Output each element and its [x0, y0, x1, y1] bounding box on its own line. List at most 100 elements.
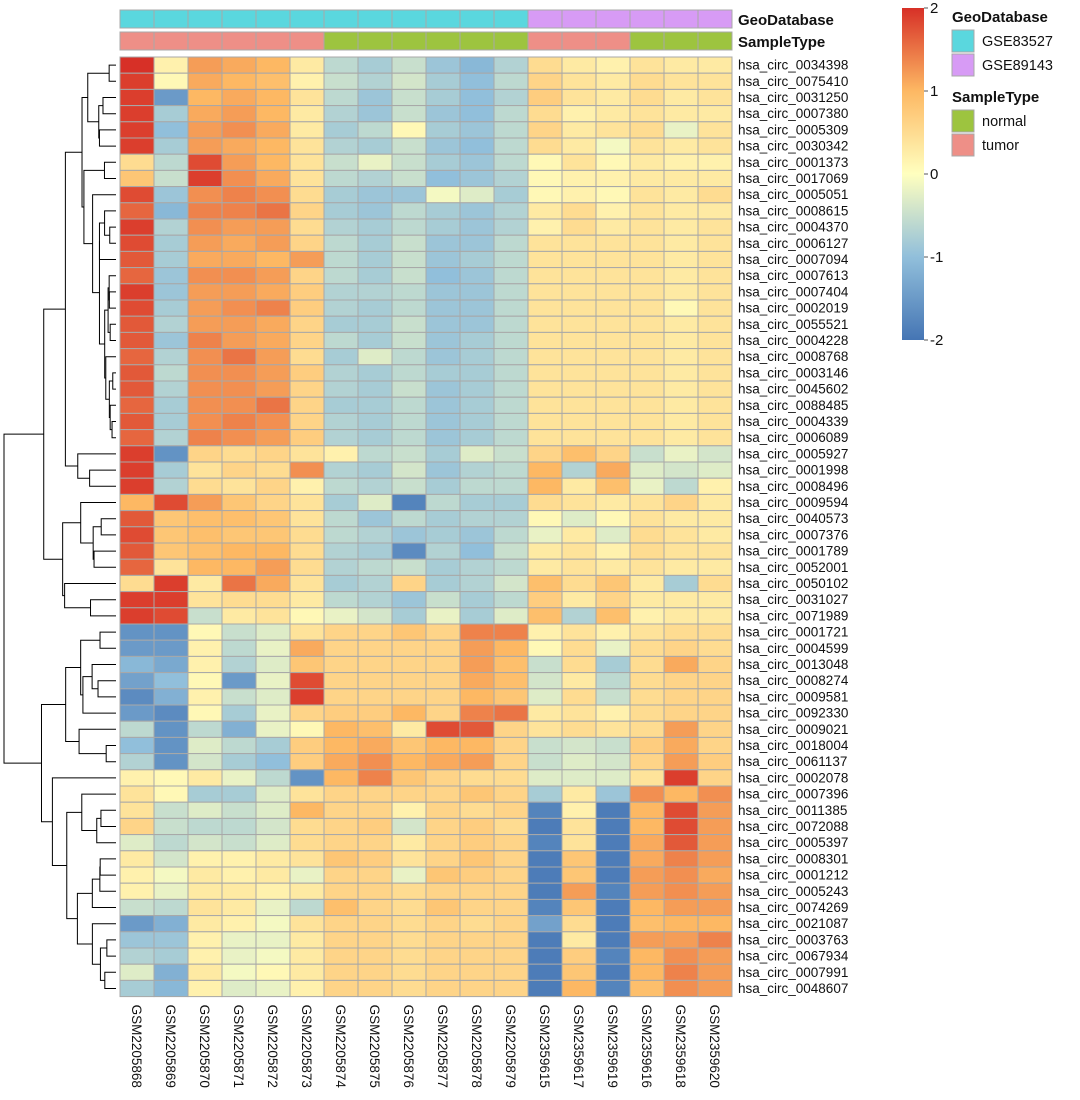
heatmap-cell: [595, 218, 631, 236]
heatmap-cell: [391, 753, 427, 771]
heatmap-cell: [391, 623, 427, 641]
heatmap-cell: [357, 639, 393, 657]
heatmap-cell: [119, 169, 155, 188]
heatmap-cell: [459, 218, 495, 236]
annotation-cell: [221, 31, 257, 51]
heatmap-cell: [357, 915, 393, 933]
heatmap-cell: [357, 380, 393, 398]
heatmap-cell: [663, 850, 699, 868]
heatmap-cell: [663, 639, 699, 657]
heatmap-cell: [357, 688, 393, 706]
heatmap-cell: [459, 331, 495, 350]
heatmap-cell: [425, 267, 461, 285]
heatmap-cell: [289, 704, 325, 722]
heatmap-cell: [323, 753, 359, 771]
heatmap-cell: [697, 218, 733, 236]
heatmap-cell: [493, 542, 529, 560]
heatmap-cell: [561, 785, 597, 803]
heatmap-cell: [357, 898, 393, 917]
heatmap-cell: [221, 153, 257, 171]
heatmap-cell: [527, 591, 563, 609]
heatmap-cell: [221, 639, 257, 657]
row-label: hsa_circ_0009021: [738, 722, 848, 737]
heatmap-cell: [289, 250, 325, 269]
heatmap-cell: [459, 202, 495, 220]
heatmap-cell: [323, 915, 359, 933]
heatmap-cell: [119, 931, 155, 949]
heatmap-cell: [119, 364, 155, 382]
heatmap-cell: [527, 785, 563, 803]
heatmap-cell: [595, 866, 631, 884]
heatmap-cell: [425, 412, 461, 431]
heatmap-cell: [595, 88, 631, 107]
heatmap-cell: [629, 331, 665, 350]
heatmap-cell: [493, 882, 529, 900]
heatmap-cell: [629, 639, 665, 657]
heatmap-cell: [561, 445, 597, 463]
row-label: hsa_circ_0072088: [738, 819, 848, 834]
dendrogram-branch: [78, 728, 116, 755]
heatmap-cell: [663, 834, 699, 852]
dendrogram-branch: [62, 522, 81, 597]
heatmap-cell: [323, 688, 359, 706]
dendrogram-branch: [83, 169, 105, 245]
dendrogram-branch: [104, 309, 109, 379]
heatmap-cell: [561, 623, 597, 641]
heatmap-cell: [289, 834, 325, 852]
heatmap-cell: [663, 655, 699, 674]
heatmap-cell: [663, 186, 699, 204]
heatmap-cell: [289, 299, 325, 317]
heatmap-cell: [153, 445, 189, 463]
heatmap-cell: [357, 121, 393, 139]
heatmap-cell: [119, 267, 155, 285]
heatmap-cell: [629, 299, 665, 317]
heatmap-cell: [697, 299, 733, 317]
heatmap-cell: [493, 607, 529, 625]
heatmap-cell: [663, 607, 699, 625]
row-label: hsa_circ_0008768: [738, 349, 848, 364]
heatmap-cell: [527, 493, 563, 512]
heatmap-cell: [697, 121, 733, 139]
heatmap-cell: [561, 931, 597, 949]
heatmap-cell: [595, 186, 631, 204]
heatmap-cell: [221, 493, 257, 512]
heatmap-cell: [391, 218, 427, 236]
heatmap-cell: [459, 542, 495, 560]
heatmap-cell: [527, 429, 563, 447]
heatmap-cell: [221, 623, 257, 641]
heatmap-cell: [663, 299, 699, 317]
heatmap-cell: [255, 915, 291, 933]
heatmap-cell: [629, 785, 665, 803]
heatmap-cell: [697, 979, 733, 998]
row-label: hsa_circ_0001998: [738, 463, 848, 478]
heatmap-cell: [221, 477, 257, 495]
heatmap-cell: [391, 931, 427, 949]
heatmap-cell: [459, 623, 495, 641]
dendrogram-branch: [51, 777, 116, 866]
heatmap-cell: [153, 591, 189, 609]
heatmap-cell: [561, 56, 597, 74]
heatmap-cell: [391, 817, 427, 836]
heatmap-cell: [493, 753, 529, 771]
heatmap-cell: [289, 202, 325, 220]
heatmap-cell: [629, 834, 665, 852]
heatmap-cell: [425, 88, 461, 107]
heatmap-cell: [663, 574, 699, 593]
heatmap-cell: [323, 364, 359, 382]
heatmap-cell: [493, 153, 529, 171]
heatmap-cell: [323, 931, 359, 949]
heatmap-cell: [595, 882, 631, 900]
heatmap-cell: [425, 380, 461, 398]
heatmap-cell: [595, 331, 631, 350]
heatmap-cell: [493, 736, 529, 755]
heatmap-cell: [187, 331, 223, 350]
heatmap-cell: [663, 623, 699, 641]
column-label: GSM2205870: [197, 1005, 212, 1088]
heatmap-cell: [119, 558, 155, 576]
heatmap-cell: [153, 250, 189, 269]
heatmap-cell: [493, 348, 529, 366]
heatmap-cell: [459, 186, 495, 204]
heatmap-cell: [221, 234, 257, 252]
dendrogram-branch: [98, 241, 105, 345]
heatmap-cell: [323, 963, 359, 981]
